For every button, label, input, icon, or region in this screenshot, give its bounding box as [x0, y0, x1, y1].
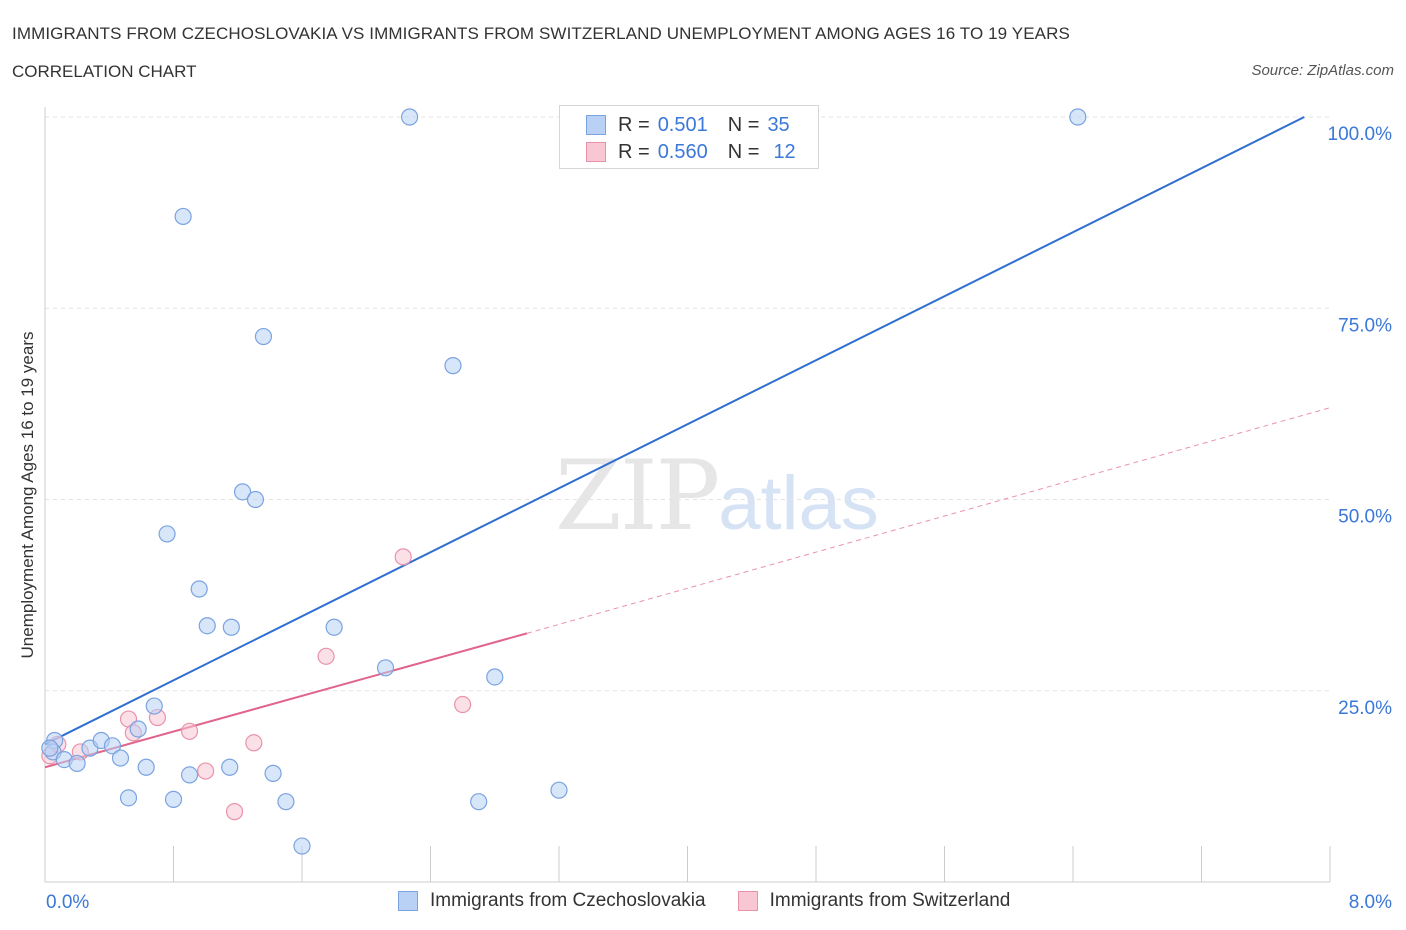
data-point-czechoslovakia — [137, 758, 155, 776]
watermark-atlas: atlas — [718, 461, 879, 546]
watermark: ZIPatlas — [555, 440, 879, 552]
legend-r-value: 0.560 — [657, 140, 708, 163]
legend-n-value: 12 — [773, 140, 796, 163]
series-name-switzerland: Immigrants from Switzerland — [769, 890, 1011, 911]
tick-labels: 100.0% 75.0% 50.0% 25.0% 0.0% 8.0% — [46, 124, 1392, 913]
data-point-czechoslovakia — [486, 668, 504, 686]
data-point-czechoslovakia — [277, 793, 295, 811]
series-legend: Immigrants from Czechoslovakia Immigrant… — [398, 890, 1042, 912]
data-point-czechoslovakia — [111, 749, 130, 767]
y-tick-label: 50.0% — [1338, 507, 1392, 528]
data-point-czechoslovakia — [293, 837, 311, 855]
correlation-legend: R = 0.501 N = 35 R = 0.560 N = 12 — [559, 105, 819, 169]
data-point-czechoslovakia — [190, 580, 208, 598]
data-point-czechoslovakia — [129, 720, 147, 738]
series-swatch-pink — [737, 891, 758, 911]
data-point-czechoslovakia — [41, 739, 59, 757]
data-point-switzerland — [225, 803, 244, 821]
data-point-czechoslovakia — [444, 357, 462, 375]
series-legend-czechoslovakia: Immigrants from Czechoslovakia — [398, 890, 706, 912]
data-point-czechoslovakia — [325, 618, 343, 636]
data-point-czechoslovakia — [68, 754, 86, 773]
series-legend-switzerland: Immigrants from Switzerland — [737, 890, 1011, 912]
data-point-switzerland — [245, 734, 263, 752]
trend-lines — [44, 116, 1331, 769]
data-point-czechoslovakia — [222, 618, 240, 636]
legend-n-label: N = — [727, 140, 760, 163]
data-point-czechoslovakia — [246, 490, 265, 509]
y-tick-label: 100.0% — [1328, 124, 1393, 145]
data-point-switzerland — [180, 722, 199, 740]
data-point-czechoslovakia — [145, 697, 163, 715]
data-point-czechoslovakia — [158, 525, 176, 543]
data-point-czechoslovakia — [198, 617, 216, 635]
data-point-czechoslovakia — [264, 764, 282, 782]
legend-swatch-blue — [586, 115, 606, 135]
x-tick-label: 8.0% — [1349, 892, 1392, 913]
series-swatch-blue — [398, 891, 418, 911]
trendline-switzerland — [44, 632, 528, 769]
legend-n-value: 35 — [767, 113, 790, 136]
data-point-czechoslovakia — [254, 327, 273, 346]
source-label: Source: ZipAtlas.com — [1251, 62, 1394, 79]
data-point-czechoslovakia — [401, 108, 419, 126]
data-point-czechoslovakia — [221, 758, 239, 776]
data-point-czechoslovakia — [174, 207, 192, 226]
y-tick-label: 25.0% — [1338, 698, 1392, 719]
x-tick-label: 0.0% — [46, 892, 89, 913]
legend-n-label: N = — [727, 113, 760, 136]
legend-r-label: R = — [618, 140, 650, 163]
data-point-czechoslovakia — [376, 659, 395, 677]
data-point-switzerland — [454, 695, 472, 714]
data-point-switzerland — [394, 548, 412, 566]
chart-title: IMMIGRANTS FROM CZECHOSLOVAKIA VS IMMIGR… — [12, 24, 1070, 43]
data-points — [41, 108, 1087, 855]
data-point-czechoslovakia — [550, 781, 568, 799]
data-point-czechoslovakia — [164, 790, 183, 808]
y-tick-label: 75.0% — [1338, 315, 1392, 336]
legend-swatch-pink — [586, 142, 606, 162]
series-name-czechoslovakia: Immigrants from Czechoslovakia — [430, 890, 706, 911]
trendline-czechoslovakia — [44, 116, 1305, 746]
chart-subtitle: CORRELATION CHART — [12, 62, 197, 81]
data-point-czechoslovakia — [1069, 108, 1087, 126]
data-point-czechoslovakia — [180, 766, 199, 784]
data-point-switzerland — [197, 762, 215, 780]
data-point-czechoslovakia — [119, 789, 138, 807]
watermark-zip: ZIP — [555, 440, 720, 552]
grid-lines — [45, 116, 1330, 692]
data-point-czechoslovakia — [470, 793, 488, 811]
data-point-czechoslovakia — [233, 483, 252, 501]
legend-row-czechoslovakia: R = 0.501 N = 35 — [586, 112, 790, 138]
y-axis-label: Unemployment Among Ages 16 to 19 years — [18, 331, 37, 659]
trendline-extension-switzerland — [526, 407, 1331, 634]
data-point-czechoslovakia — [103, 737, 122, 755]
legend-row-switzerland: R = 0.560 N = 12 — [586, 139, 796, 165]
legend-r-label: R = — [618, 113, 650, 136]
legend-r-value: 0.501 — [657, 113, 708, 136]
data-point-switzerland — [317, 647, 335, 665]
